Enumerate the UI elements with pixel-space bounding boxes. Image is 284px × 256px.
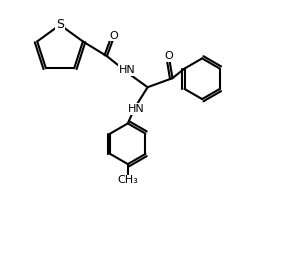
Text: HN: HN [119, 65, 136, 75]
Text: O: O [165, 51, 174, 61]
Text: HN: HN [128, 104, 145, 114]
Text: O: O [110, 30, 118, 40]
Text: S: S [56, 18, 64, 31]
Text: CH₃: CH₃ [118, 176, 138, 186]
